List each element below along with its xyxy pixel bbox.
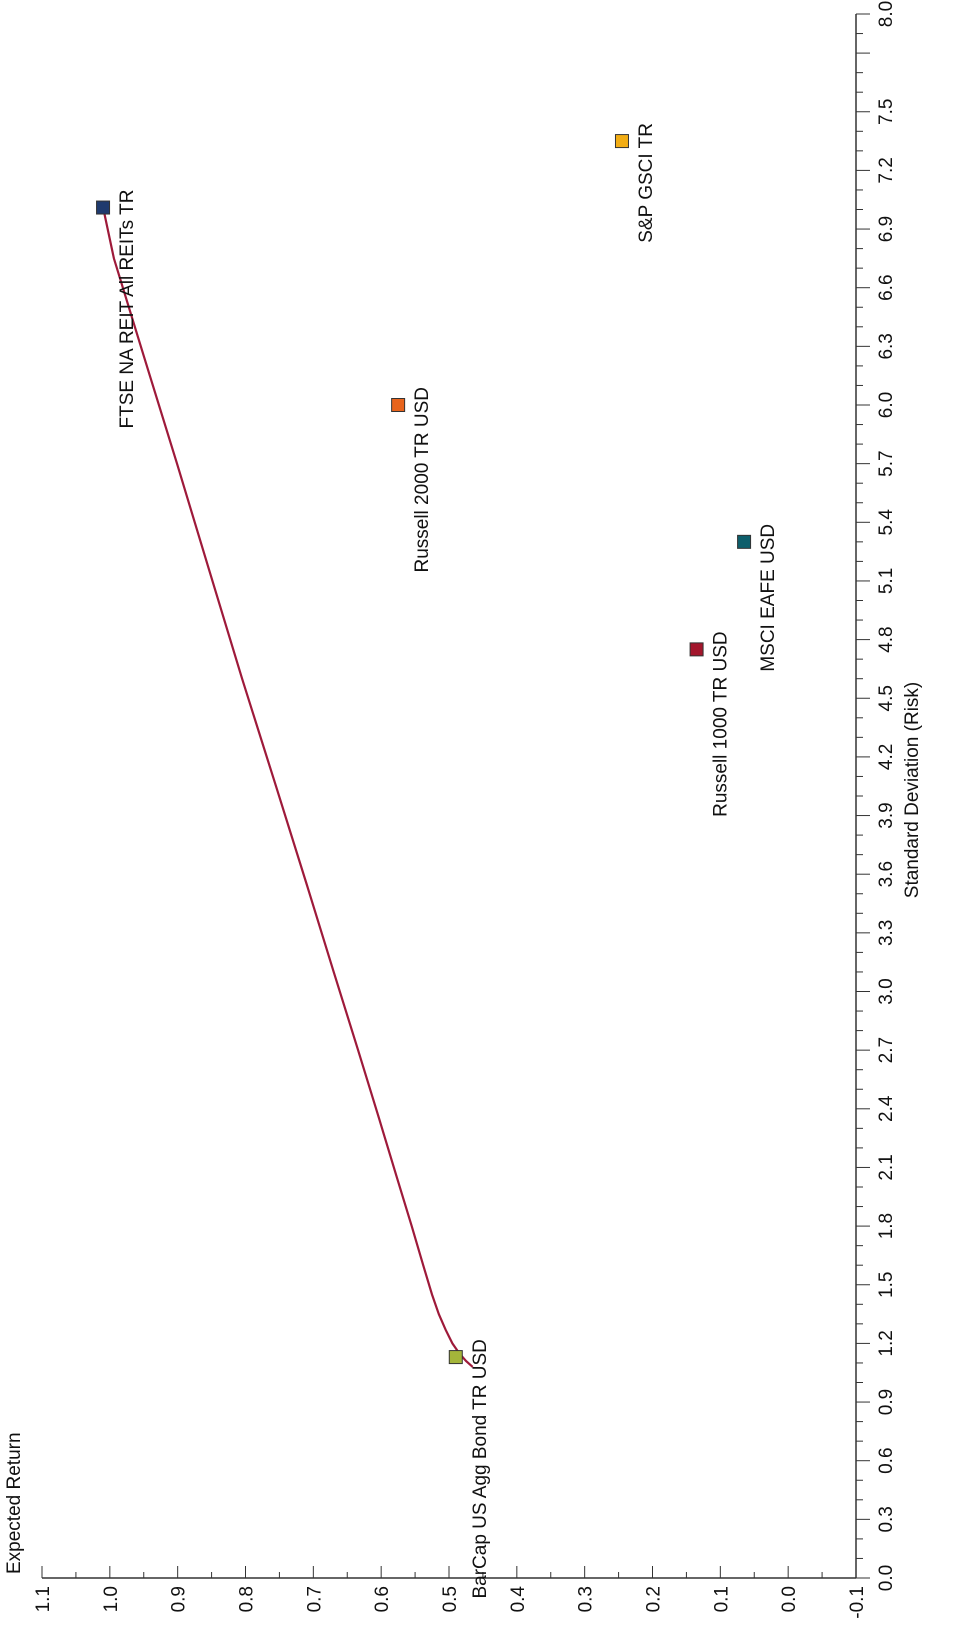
- risk-tick-label: 7.2: [876, 157, 897, 183]
- risk-tick-label: 0.6: [876, 1447, 897, 1473]
- points-layer: FTSE NA REIT All REITs TR Russell 2000 TR…: [96, 123, 779, 1599]
- return-tick-label: 0.1: [711, 1586, 732, 1612]
- asset-point: [737, 534, 752, 549]
- x-axis-title: Standard Deviation (Risk): [902, 682, 923, 898]
- return-tick-label: 0.3: [576, 1586, 597, 1612]
- asset-point: [614, 134, 629, 149]
- risk-tick-label: 3.6: [876, 861, 897, 887]
- asset-point-label: Russell 1000 TR USD: [711, 631, 732, 817]
- asset-point-label: Russell 2000 TR USD: [412, 387, 433, 573]
- return-tick-label: 0.0: [779, 1586, 800, 1612]
- asset-point: [689, 642, 704, 657]
- risk-tick-label: 6.6: [876, 274, 897, 300]
- axes-layer: [42, 14, 857, 1579]
- return-tick-label: 0.5: [440, 1586, 461, 1612]
- ticks-layer: -0.1 0.0 0.1 0.2 0.3 0.4 0.5 0.6 0.7 0.8 0.9 1.0 1.1…: [33, 1, 897, 1619]
- return-tick-label: 1.1: [33, 1586, 54, 1612]
- return-tick-label: -0.1: [847, 1586, 868, 1619]
- asset-point: [391, 398, 406, 412]
- return-tick-label: 0.9: [169, 1586, 190, 1612]
- risk-tick-label: 5.4: [876, 509, 897, 536]
- risk-tick-label: 4.2: [876, 744, 897, 770]
- risk-tick-label: 7.5: [876, 99, 897, 125]
- risk-tick-label: 1.2: [876, 1330, 897, 1356]
- efficient-frontier-line: [102, 207, 474, 1368]
- y-axis-title: Expected Return: [4, 1432, 25, 1574]
- risk-tick-label: 2.4: [876, 1095, 897, 1122]
- risk-tick-label: 3.0: [876, 978, 897, 1004]
- return-tick-label: 0.6: [372, 1586, 393, 1612]
- risk-tick-label: 4.5: [876, 685, 897, 711]
- asset-point-label: FTSE NA REIT All REITs TR: [117, 190, 138, 429]
- risk-tick-label: 6.9: [876, 216, 897, 242]
- risk-tick-label: 5.1: [876, 568, 897, 594]
- risk-tick-label: 1.8: [876, 1213, 897, 1239]
- risk-tick-label: 0.3: [876, 1506, 897, 1532]
- risk-tick-label: 2.1: [876, 1154, 897, 1180]
- risk-tick-label: 6.3: [876, 333, 897, 359]
- return-tick-label: 0.2: [644, 1586, 665, 1612]
- return-tick-label: 0.8: [237, 1586, 258, 1612]
- frontier-layer: [102, 207, 474, 1368]
- return-tick-label: 1.0: [101, 1586, 122, 1612]
- asset-point-label: BarCap US Agg Bond TR USD: [470, 1339, 491, 1598]
- risk-tick-label: 1.5: [876, 1272, 897, 1298]
- asset-point-label: S&P GSCI TR: [636, 123, 657, 243]
- risk-tick-label: 8.0: [876, 1, 897, 27]
- return-tick-label: 0.7: [304, 1586, 325, 1612]
- asset-point-label: MSCI EAFE USD: [758, 524, 779, 672]
- risk-tick-label: 2.7: [876, 1037, 897, 1063]
- risk-tick-label: 4.8: [876, 626, 897, 652]
- risk-tick-label: 0.9: [876, 1389, 897, 1415]
- risk-tick-label: 3.9: [876, 802, 897, 828]
- risk-tick-label: 5.7: [876, 450, 897, 476]
- risk-tick-label: 6.0: [876, 392, 897, 418]
- risk-tick-label: 3.3: [876, 920, 897, 946]
- return-tick-label: 0.4: [508, 1586, 529, 1613]
- risk-tick-label: 0.0: [876, 1565, 897, 1591]
- asset-point: [96, 200, 111, 215]
- asset-point: [448, 1350, 463, 1365]
